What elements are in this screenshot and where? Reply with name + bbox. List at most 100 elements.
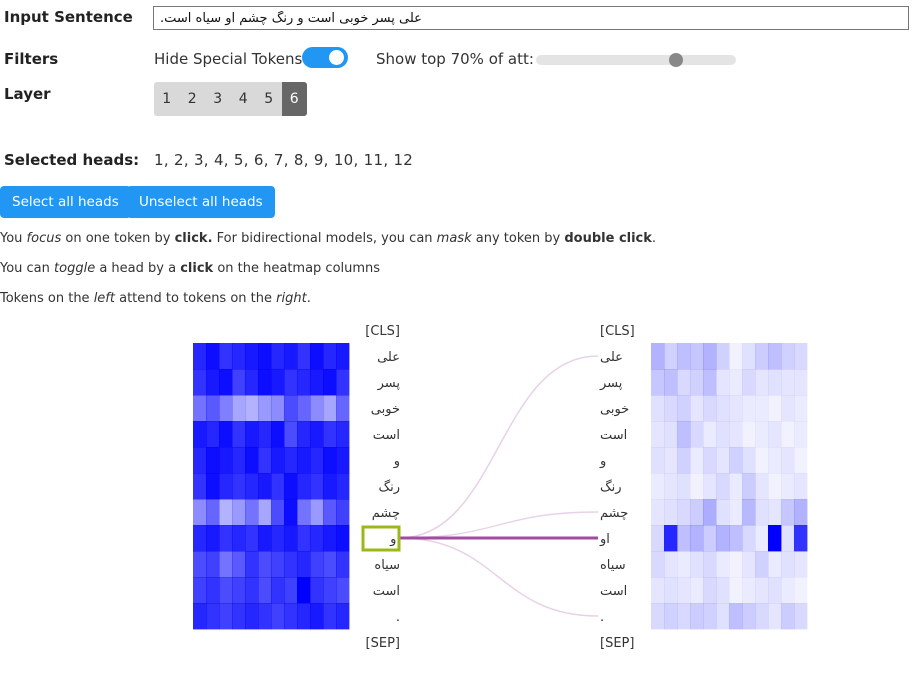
right-heatmap-cell[interactable] bbox=[742, 447, 756, 474]
left-heatmap-cell[interactable] bbox=[336, 603, 350, 630]
left-heatmap-cell[interactable] bbox=[310, 577, 324, 604]
left-heatmap-cell[interactable] bbox=[232, 343, 246, 370]
right-heatmap-cell[interactable] bbox=[794, 421, 808, 448]
right-heatmap-cell[interactable] bbox=[690, 525, 704, 552]
left-heatmap-cell[interactable] bbox=[271, 395, 285, 422]
left-token[interactable]: . bbox=[396, 610, 400, 625]
left-heatmap-cell[interactable] bbox=[297, 525, 311, 552]
right-heatmap-cell[interactable] bbox=[664, 395, 678, 422]
right-heatmap-cell[interactable] bbox=[768, 447, 782, 474]
left-heatmap-cell[interactable] bbox=[245, 447, 259, 474]
right-heatmap-cell[interactable] bbox=[664, 603, 678, 630]
right-heatmap-cell[interactable] bbox=[768, 499, 782, 526]
layer-button-3[interactable]: 3 bbox=[213, 91, 223, 107]
right-heatmap-cell[interactable] bbox=[755, 499, 769, 526]
left-heatmap-cell[interactable] bbox=[245, 499, 259, 526]
left-heatmap-cell[interactable] bbox=[310, 551, 324, 578]
right-heatmap-cell[interactable] bbox=[794, 603, 808, 630]
left-heatmap-cell[interactable] bbox=[245, 603, 259, 630]
right-heatmap-cell[interactable] bbox=[677, 369, 691, 396]
left-heatmap-cell[interactable] bbox=[258, 551, 272, 578]
left-token[interactable]: [SEP] bbox=[366, 636, 400, 651]
left-token[interactable]: [CLS] bbox=[365, 324, 400, 339]
left-heatmap-cell[interactable] bbox=[193, 343, 207, 370]
right-heatmap-cell[interactable] bbox=[729, 421, 743, 448]
right-heatmap-cell[interactable] bbox=[664, 577, 678, 604]
left-heatmap-cell[interactable] bbox=[310, 473, 324, 500]
left-heatmap-cell[interactable] bbox=[245, 577, 259, 604]
left-heatmap-cell[interactable] bbox=[219, 421, 233, 448]
right-heatmap-cell[interactable] bbox=[677, 499, 691, 526]
right-heatmap-cell[interactable] bbox=[651, 343, 665, 370]
left-heatmap-cell[interactable] bbox=[310, 447, 324, 474]
right-heatmap-cell[interactable] bbox=[729, 577, 743, 604]
left-heatmap-cell[interactable] bbox=[284, 577, 298, 604]
left-heatmap-cell[interactable] bbox=[310, 499, 324, 526]
right-heatmap-cell[interactable] bbox=[781, 369, 795, 396]
left-heatmap-cell[interactable] bbox=[271, 499, 285, 526]
right-token[interactable]: [CLS] bbox=[600, 324, 635, 339]
left-heatmap-cell[interactable] bbox=[193, 473, 207, 500]
left-heatmap-cell[interactable] bbox=[193, 395, 207, 422]
right-heatmap-cell[interactable] bbox=[651, 499, 665, 526]
left-heatmap-cell[interactable] bbox=[271, 551, 285, 578]
top-att-slider[interactable] bbox=[536, 53, 736, 67]
right-heatmap-cell[interactable] bbox=[716, 447, 730, 474]
right-heatmap-cell[interactable] bbox=[716, 499, 730, 526]
hide-special-tokens-toggle[interactable] bbox=[302, 47, 348, 68]
left-heatmap-cell[interactable] bbox=[193, 369, 207, 396]
left-heatmap-cell[interactable] bbox=[193, 499, 207, 526]
left-heatmap-cell[interactable] bbox=[336, 551, 350, 578]
left-heatmap-cell[interactable] bbox=[206, 343, 220, 370]
right-heatmap-cell[interactable] bbox=[690, 369, 704, 396]
slider-thumb[interactable] bbox=[669, 53, 683, 67]
right-heatmap-cell[interactable] bbox=[690, 603, 704, 630]
left-heatmap-cell[interactable] bbox=[232, 525, 246, 552]
right-heatmap-cell[interactable] bbox=[742, 577, 756, 604]
left-heatmap-cell[interactable] bbox=[258, 395, 272, 422]
left-heatmap-cell[interactable] bbox=[219, 369, 233, 396]
left-heatmap-cell[interactable] bbox=[310, 525, 324, 552]
left-heatmap-cell[interactable] bbox=[232, 499, 246, 526]
right-heatmap-cell[interactable] bbox=[664, 447, 678, 474]
right-heatmap-cell[interactable] bbox=[729, 447, 743, 474]
right-heatmap-cell[interactable] bbox=[690, 551, 704, 578]
right-heatmap-cell[interactable] bbox=[794, 447, 808, 474]
layer-button-6[interactable]: 6 bbox=[281, 82, 307, 116]
left-heatmap-cell[interactable] bbox=[336, 421, 350, 448]
right-heatmap-cell[interactable] bbox=[794, 343, 808, 370]
left-heatmap-cell[interactable] bbox=[336, 447, 350, 474]
right-heatmap-cell[interactable] bbox=[716, 473, 730, 500]
left-heatmap-cell[interactable] bbox=[297, 551, 311, 578]
right-heatmap-cell[interactable] bbox=[703, 447, 717, 474]
right-token[interactable]: رنگ bbox=[600, 479, 622, 495]
left-heatmap-cell[interactable] bbox=[206, 447, 220, 474]
left-heatmap-cell[interactable] bbox=[219, 551, 233, 578]
right-heatmap-cell[interactable] bbox=[677, 603, 691, 630]
right-heatmap-cell[interactable] bbox=[716, 343, 730, 370]
right-heatmap-cell[interactable] bbox=[755, 421, 769, 448]
right-heatmap-cell[interactable] bbox=[781, 473, 795, 500]
right-heatmap-cell[interactable] bbox=[703, 499, 717, 526]
right-heatmap-cell[interactable] bbox=[794, 369, 808, 396]
right-heatmap-cell[interactable] bbox=[716, 369, 730, 396]
left-heatmap-cell[interactable] bbox=[336, 343, 350, 370]
right-token[interactable]: . bbox=[600, 610, 604, 625]
left-heatmap-cell[interactable] bbox=[258, 343, 272, 370]
right-heatmap-cell[interactable] bbox=[703, 551, 717, 578]
left-heatmap-cell[interactable] bbox=[193, 551, 207, 578]
left-heatmap-cell[interactable] bbox=[271, 473, 285, 500]
right-heatmap-cell[interactable] bbox=[742, 369, 756, 396]
left-heatmap-cell[interactable] bbox=[232, 577, 246, 604]
right-heatmap-cell[interactable] bbox=[742, 343, 756, 370]
left-heatmap-cell[interactable] bbox=[193, 577, 207, 604]
right-heatmap-cell[interactable] bbox=[729, 603, 743, 630]
right-token[interactable]: است bbox=[600, 428, 627, 443]
right-heatmap-cell[interactable] bbox=[664, 421, 678, 448]
left-heatmap-cell[interactable] bbox=[232, 421, 246, 448]
left-heatmap-cell[interactable] bbox=[219, 447, 233, 474]
left-heatmap-cell[interactable] bbox=[258, 447, 272, 474]
left-heatmap-cell[interactable] bbox=[336, 499, 350, 526]
right-heatmap-cell[interactable] bbox=[742, 473, 756, 500]
right-heatmap-cell[interactable] bbox=[768, 577, 782, 604]
